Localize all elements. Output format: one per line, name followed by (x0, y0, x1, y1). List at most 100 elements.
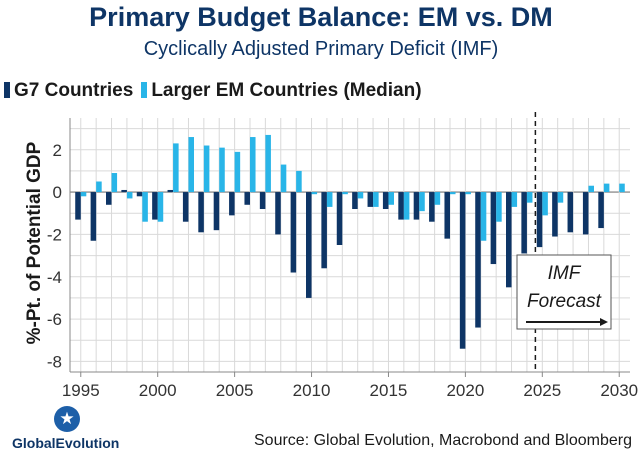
bar-em-2024 (526, 192, 533, 203)
bar-g7-2011 (321, 192, 327, 269)
legend-item-em: Larger EM Countries (Median) (141, 80, 422, 101)
bar-g7-2024 (521, 192, 527, 254)
legend-item-g7: G7 Countries (4, 80, 133, 101)
bar-em-2004 (219, 147, 225, 193)
bar-em-2005 (234, 151, 241, 193)
bar-em-2022 (496, 192, 502, 222)
bar-g7-2016 (398, 192, 404, 220)
bar-em-2007 (265, 134, 271, 193)
bar-g7-2008 (275, 192, 281, 235)
bar-em-2014 (373, 192, 379, 207)
bar-em-2017 (419, 192, 425, 212)
bar-g7-2015 (382, 192, 389, 210)
legend-label-g7: G7 Countries (14, 80, 134, 101)
bar-em-2008 (280, 164, 287, 193)
bar-g7-2013 (352, 192, 358, 210)
legend-swatch-em (141, 82, 148, 98)
bar-em-2002 (188, 137, 194, 193)
x-tick-label: 2030 (600, 381, 638, 400)
chart-subtitle: Cyclically Adjusted Primary Deficit (IMF… (143, 38, 499, 60)
y-tick-label: -2 (47, 225, 62, 244)
bar-em-1999 (142, 192, 148, 222)
bar-g7-1998 (121, 189, 127, 193)
bar-em-2026 (557, 192, 564, 203)
y-tick-label: -4 (47, 268, 62, 287)
legend-label-em: Larger EM Countries (Median) (151, 80, 422, 101)
global-evolution-logo: ★ GlobalEvolution (12, 406, 132, 458)
x-tick-label: 2000 (139, 381, 177, 400)
bar-em-1995 (80, 192, 87, 197)
bar-em-2013 (357, 192, 364, 199)
bar-em-2010 (311, 192, 318, 195)
bar-g7-2029 (598, 192, 604, 229)
bar-g7-1995 (75, 192, 81, 220)
y-tick-label: -6 (47, 310, 62, 329)
bar-em-2023 (511, 192, 518, 207)
bar-g7-2003 (198, 192, 204, 233)
forecast-label-imf: IMF (548, 263, 582, 284)
bar-g7-2026 (552, 192, 558, 237)
bar-em-2019 (450, 192, 456, 195)
bar-em-2016 (403, 192, 410, 220)
y-tick-label: 0 (53, 183, 62, 202)
grid-layer (70, 118, 630, 372)
bar-em-2009 (296, 170, 302, 193)
bar-em-2000 (157, 192, 164, 222)
bar-g7-2028 (582, 192, 589, 235)
bar-g7-2018 (429, 192, 435, 222)
bar-g7-2002 (182, 192, 189, 222)
bar-em-1996 (96, 181, 102, 193)
star-icon: ★ (54, 406, 80, 432)
bar-em-2003 (203, 145, 210, 193)
x-tick-label: 2015 (370, 381, 408, 400)
bar-g7-2010 (306, 192, 312, 298)
bar-g7-2025 (536, 192, 543, 248)
bar-em-2020 (465, 192, 471, 195)
bar-em-1998 (126, 192, 133, 199)
y-axis-label: %-Pt. of Potential GDP (24, 141, 45, 344)
bar-em-2012 (342, 192, 348, 195)
bar-em-2028 (588, 185, 594, 193)
bar-g7-2001 (167, 189, 174, 193)
y-tick-label: 2 (53, 141, 62, 160)
chart-title: Primary Budget Balance: EM vs. DM (89, 2, 553, 32)
x-tick-label: 2025 (523, 381, 561, 400)
x-tick-label: 2020 (446, 381, 484, 400)
bar-g7-2009 (290, 192, 297, 273)
bar-em-2011 (326, 192, 333, 207)
y-tick-label: -8 (47, 352, 62, 371)
bar-em-2021 (480, 192, 487, 241)
legend-swatch-g7 (4, 82, 10, 98)
bar-em-2015 (388, 192, 394, 205)
bar-g7-1997 (106, 192, 112, 205)
bar-em-1997 (111, 173, 118, 193)
bar-g7-2000 (152, 192, 158, 220)
bar-g7-2014 (367, 192, 374, 207)
bar-g7-2027 (567, 192, 574, 233)
bar-em-2001 (173, 143, 179, 193)
x-tick-label: 2005 (216, 381, 254, 400)
forecast-arrow-head (600, 318, 608, 326)
forecast-annotation: IMF Forecast (516, 112, 612, 372)
bar-em-2018 (434, 192, 441, 205)
bar-em-2025 (542, 192, 548, 216)
bar-em-2029 (603, 183, 610, 193)
bar-em-2030 (619, 183, 625, 193)
forecast-label-forecast: Forecast (527, 291, 602, 312)
bar-g7-2007 (259, 192, 266, 210)
bar-g7-2023 (506, 192, 512, 288)
bar-layer (75, 134, 625, 349)
bar-g7-2017 (413, 192, 420, 220)
bar-g7-2005 (229, 192, 235, 216)
bar-g7-2004 (213, 192, 220, 231)
x-tick-label: 1995 (62, 381, 100, 400)
source-note: Source: Global Evolution, Macrobond and … (254, 432, 632, 449)
bar-g7-2012 (336, 192, 343, 245)
bar-em-2006 (250, 137, 256, 193)
bar-g7-2021 (475, 192, 481, 328)
x-tick-label: 2010 (293, 381, 331, 400)
bar-g7-2019 (444, 192, 450, 239)
legend: G7 Countries Larger EM Countries (Median) (4, 80, 430, 102)
